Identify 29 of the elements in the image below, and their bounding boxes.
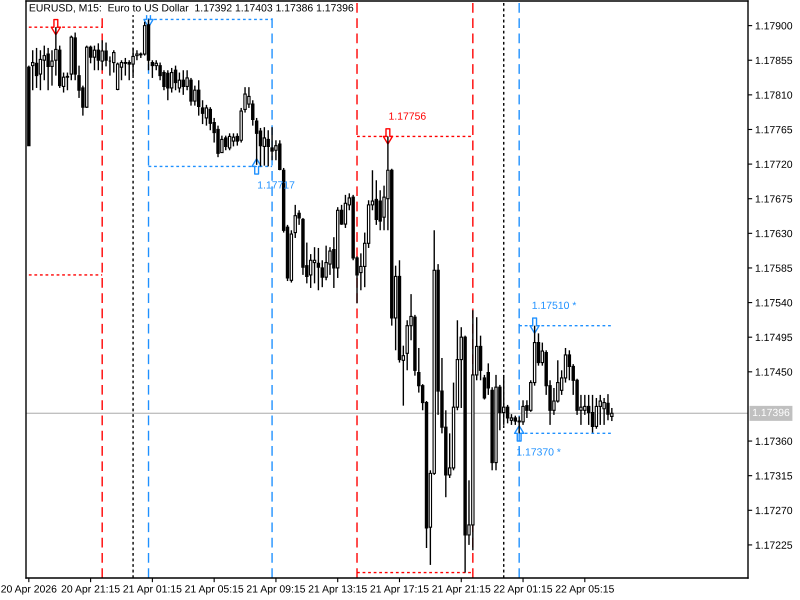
x-tick-label: 21 Apr 09:15 (246, 585, 306, 595)
y-tick-label: 1.17630 (756, 230, 792, 238)
data-label: 1.17756 (389, 112, 426, 120)
y-tick-label: 1.17270 (756, 506, 792, 514)
y-tick-label: 1.17225 (756, 541, 792, 549)
y-tick-label: 1.17450 (756, 368, 792, 376)
x-tick-label: 22 Apr 01:15 (494, 585, 552, 595)
x-tick-label: 22 Apr 05:15 (556, 585, 614, 595)
x-tick-label: 21 Apr 13:15 (308, 585, 367, 595)
x-tick-label: 20 Apr 21:15 (62, 585, 120, 595)
x-tick-label: 21 Apr 17:15 (370, 585, 429, 595)
x-tick-label: 20 Apr 2026 (1, 585, 56, 595)
data-label: 1.17510 * (532, 302, 576, 310)
y-tick-label: 1.17765 (756, 126, 792, 134)
y-tick-label: 1.17810 (756, 91, 792, 99)
y-tick-label: 1.17900 (756, 22, 792, 30)
x-tick-label: 21 Apr 01:15 (123, 585, 182, 595)
y-tick-label: 1.17315 (756, 472, 792, 480)
y-tick-label: 1.17855 (756, 56, 792, 64)
x-tick-label: 21 Apr 21:15 (432, 585, 490, 595)
ref-line-label: 1.17396 (752, 408, 790, 416)
y-tick-label: 1.17360 (756, 438, 792, 445)
y-tick-label: 1.17540 (756, 299, 792, 306)
chart-title: EURUSD, M15: Euro to US Dollar 1.17392 1.17403 1.17386 1.17396 (30, 4, 354, 13)
y-tick-label: 1.17495 (756, 334, 792, 342)
y-tick-label: 1.17720 (756, 160, 792, 168)
y-tick-label: 1.17675 (756, 195, 792, 203)
y-tick-label: 1.17585 (756, 264, 792, 272)
x-tick-label: 21 Apr 05:15 (185, 585, 244, 595)
